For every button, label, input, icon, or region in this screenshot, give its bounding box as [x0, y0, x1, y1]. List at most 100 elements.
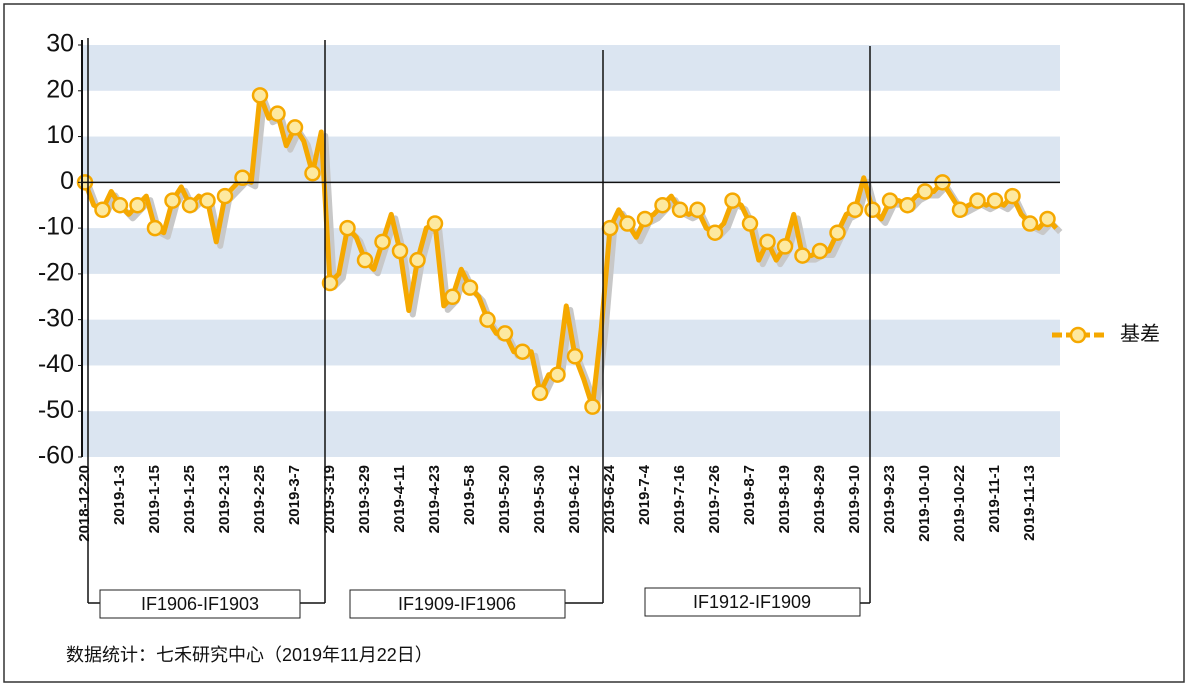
point	[881, 192, 899, 209]
y-tick-label: -40	[38, 350, 74, 378]
point	[636, 210, 654, 228]
grid-band	[82, 411, 1060, 457]
point	[916, 183, 934, 200]
point	[776, 238, 794, 255]
point	[391, 242, 409, 260]
point	[741, 215, 759, 232]
x-tick-label: 2019-7-26	[706, 465, 723, 533]
legend-label: 基差	[1120, 322, 1160, 345]
point	[339, 219, 356, 237]
point	[216, 187, 234, 205]
x-tick-label: 2019-6-24	[601, 464, 618, 533]
y-tick-label: 20	[46, 75, 74, 103]
point	[584, 398, 601, 415]
point	[811, 242, 829, 260]
x-tick-label: 2019-10-22	[951, 465, 968, 542]
x-tick-label: 2019-5-20	[496, 465, 513, 533]
point	[531, 384, 549, 402]
point	[514, 343, 531, 360]
point	[269, 105, 286, 122]
x-tick-label: 2019-6-12	[566, 465, 583, 533]
point	[619, 215, 636, 232]
grid-band	[82, 228, 1060, 274]
point	[251, 87, 269, 104]
x-tick-label: 2019-2-13	[216, 465, 233, 533]
x-tick-label: 2019-8-7	[741, 465, 758, 525]
x-tick-label: 2019-10-10	[916, 465, 933, 542]
contract-label: IF1906-IF1903	[141, 594, 259, 614]
point	[864, 201, 881, 219]
point	[181, 196, 199, 214]
x-tick-label: 2019-3-19	[321, 465, 338, 533]
contract-dividers	[87, 38, 871, 604]
point	[846, 201, 864, 219]
x-tick-label: 2019-3-29	[356, 465, 373, 533]
x-tick-label: 2019-3-7	[286, 465, 303, 525]
x-tick-label: 2019-8-29	[811, 465, 828, 533]
legend-marker	[1069, 326, 1087, 344]
point	[146, 219, 164, 237]
point	[706, 224, 724, 241]
x-tick-label: 2019-4-23	[426, 465, 443, 533]
frame	[3, 3, 1185, 683]
point	[111, 196, 129, 214]
point	[444, 288, 461, 306]
point	[374, 233, 391, 251]
x-tick-label: 2019-9-10	[846, 465, 863, 533]
point	[899, 196, 916, 214]
point	[549, 366, 566, 383]
point	[1021, 215, 1039, 232]
point	[654, 196, 671, 214]
y-tick-label: -50	[38, 396, 74, 424]
point	[724, 192, 741, 209]
contract-label: IF1912-IF1909	[693, 592, 811, 612]
point	[409, 251, 426, 269]
point	[794, 247, 811, 264]
point	[129, 196, 146, 214]
y-tick-label: 0	[60, 167, 74, 195]
x-tick-label: 2019-1-25	[181, 465, 198, 533]
point	[1039, 210, 1056, 228]
point	[286, 119, 304, 136]
x-tick-label: 2019-7-4	[636, 464, 653, 525]
point	[951, 201, 969, 219]
grid-band	[82, 45, 1060, 91]
x-tick-label: 2019-1-15	[146, 465, 163, 533]
y-tick-label: -20	[38, 258, 74, 286]
point	[479, 311, 496, 328]
point	[689, 201, 706, 219]
y-tick-label: -60	[38, 442, 74, 470]
x-tick-label: 2019-7-16	[671, 465, 688, 533]
point	[304, 164, 321, 182]
x-tick-label: 2019-1-3	[111, 465, 128, 525]
point	[1004, 187, 1021, 205]
grid-band	[82, 136, 1060, 183]
point	[969, 192, 986, 209]
point	[566, 348, 584, 365]
x-tick-label: 2019-2-25	[251, 465, 268, 533]
x-tick-label: 2019-5-30	[531, 465, 548, 533]
x-tick-label: 2019-5-8	[461, 465, 478, 525]
contract-label: IF1909-IF1906	[398, 594, 516, 614]
x-tick-label: 2018-12-20	[76, 465, 93, 542]
contract-box	[644, 587, 861, 617]
x-tick-label: 2019-8-19	[776, 465, 793, 533]
point	[759, 233, 776, 251]
contract-box	[99, 589, 301, 619]
point	[199, 192, 216, 209]
point	[986, 192, 1004, 209]
contract-box	[349, 589, 566, 619]
point	[164, 192, 181, 209]
point	[601, 219, 619, 237]
point	[356, 251, 374, 269]
point	[461, 279, 479, 296]
x-tick-label: 2019-11-13	[1021, 465, 1038, 541]
point	[496, 325, 514, 342]
y-tick-label: 10	[46, 121, 74, 149]
x-tick-label: 2019-4-11	[391, 465, 408, 533]
x-tick-label: 2019-11-1	[986, 465, 1003, 533]
point	[94, 201, 111, 219]
point	[829, 224, 846, 241]
y-tick-label: -10	[38, 213, 74, 241]
